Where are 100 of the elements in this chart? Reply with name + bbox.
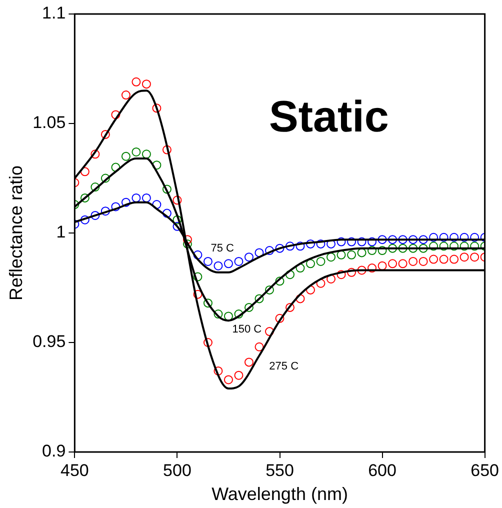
point <box>234 370 244 380</box>
y-tick-label: 0.9 <box>42 442 66 461</box>
point <box>368 246 377 256</box>
point <box>162 184 172 194</box>
point <box>326 274 336 284</box>
point <box>326 252 336 262</box>
point <box>224 375 233 384</box>
point <box>162 208 172 218</box>
point <box>265 327 274 336</box>
point <box>90 150 100 159</box>
point <box>347 250 356 260</box>
point <box>142 193 151 202</box>
point <box>388 244 398 253</box>
point <box>460 232 469 242</box>
point <box>336 237 346 246</box>
y-tick-label: 1.1 <box>42 4 66 23</box>
point <box>316 239 326 248</box>
point <box>460 242 469 251</box>
point <box>254 294 264 304</box>
point <box>357 266 366 275</box>
y-tick-label: 1 <box>56 222 66 242</box>
point <box>265 246 274 256</box>
point <box>296 242 305 251</box>
point <box>368 237 377 246</box>
point <box>111 110 120 120</box>
y-axis-title: Reflectance ratio <box>6 165 26 301</box>
point <box>450 254 459 264</box>
point <box>398 235 408 244</box>
point <box>265 285 274 294</box>
point <box>378 246 387 256</box>
point <box>203 256 212 266</box>
point <box>152 160 162 170</box>
point <box>80 193 90 202</box>
annotation: 150 C <box>232 323 262 336</box>
point <box>162 145 172 154</box>
point <box>316 256 326 266</box>
point <box>336 250 346 260</box>
point <box>234 310 244 319</box>
point <box>80 167 90 176</box>
point <box>378 235 387 244</box>
point <box>224 312 233 321</box>
point <box>182 235 192 244</box>
point <box>121 198 130 207</box>
point <box>100 130 110 139</box>
point <box>132 77 141 86</box>
point <box>224 259 233 268</box>
point <box>398 244 408 253</box>
x-tick-label: 650 <box>470 460 500 480</box>
point <box>90 182 100 192</box>
point <box>439 232 448 242</box>
point <box>470 242 480 251</box>
point <box>470 252 480 262</box>
x-axis-title: Wavelength (nm) <box>212 484 348 504</box>
point <box>254 342 264 352</box>
point <box>470 232 480 242</box>
point <box>408 235 418 244</box>
point <box>408 244 418 253</box>
point <box>203 338 212 347</box>
point <box>152 104 162 113</box>
point <box>286 302 295 312</box>
annotation: Static <box>269 92 389 142</box>
point <box>182 239 192 248</box>
point <box>286 270 295 280</box>
point <box>450 242 459 251</box>
point <box>347 268 356 277</box>
point <box>429 232 438 242</box>
point <box>132 193 141 202</box>
point <box>306 259 316 268</box>
point <box>100 206 110 216</box>
point <box>214 366 223 376</box>
y-tick-label: 0.95 <box>32 332 66 352</box>
point <box>193 290 202 299</box>
point <box>244 252 254 262</box>
point <box>121 152 130 161</box>
point <box>357 248 366 258</box>
point <box>214 310 223 319</box>
point <box>111 202 120 212</box>
point <box>296 294 305 304</box>
point <box>378 261 387 270</box>
point <box>90 210 100 220</box>
point <box>286 242 295 251</box>
point <box>347 237 356 246</box>
point <box>244 358 254 367</box>
point <box>429 254 438 264</box>
point <box>418 235 428 244</box>
point <box>275 276 284 286</box>
point <box>172 196 182 205</box>
point <box>429 242 438 251</box>
point <box>418 256 428 266</box>
point <box>193 250 202 260</box>
y-tick-label: 1.05 <box>32 113 66 132</box>
point <box>244 302 254 312</box>
point <box>132 147 141 156</box>
point <box>254 248 264 258</box>
point <box>388 235 398 244</box>
point <box>450 232 459 242</box>
point <box>357 237 366 246</box>
point <box>121 90 130 100</box>
point <box>142 80 151 89</box>
point <box>193 272 202 282</box>
